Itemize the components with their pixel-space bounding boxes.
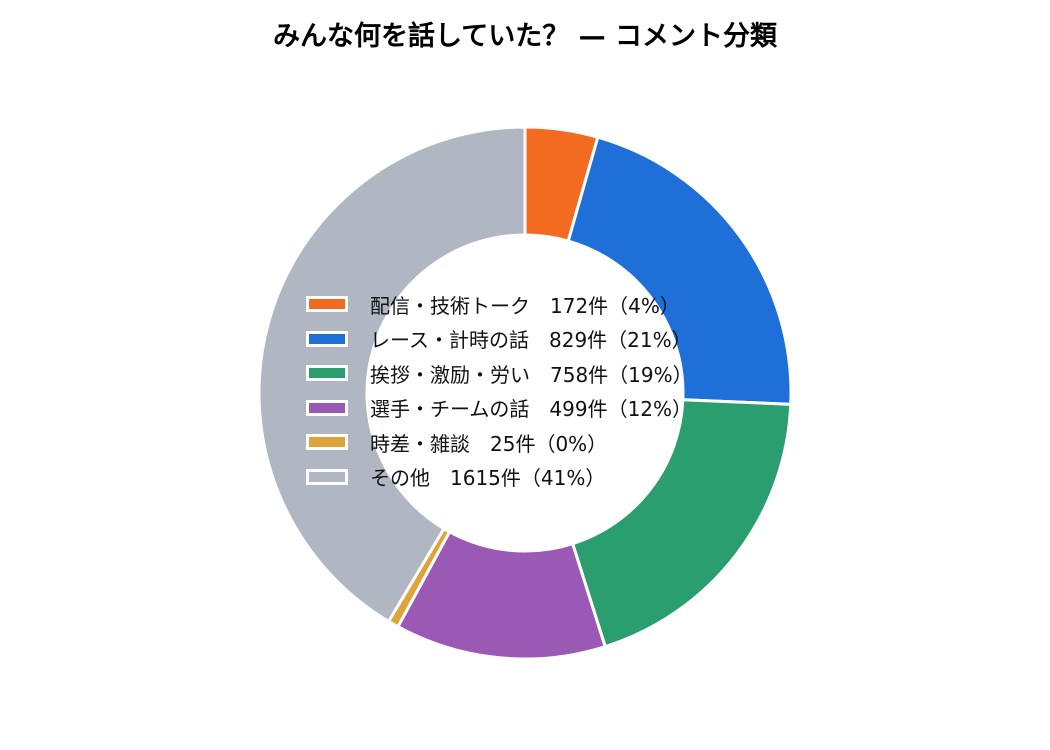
legend-label: その他 1615件（41%）: [370, 466, 606, 490]
legend-swatch: [306, 296, 348, 312]
legend-label: 挨拶・激励・労い 758件（19%）: [370, 362, 693, 387]
legend-entry: 選手・チームの話 499件（12%）: [306, 394, 692, 422]
legend-label: 配信・技術トーク 172件（4%）: [370, 293, 680, 318]
donut-slice-5: [257, 125, 527, 624]
legend-entry: 挨拶・激励・労い 758件（19%）: [306, 359, 693, 387]
donut-slice-1: [566, 135, 793, 406]
legend-label: 時差・雑談 25件（0%）: [370, 431, 608, 456]
legend-label: レース・計時の話 829件（21%）: [370, 328, 692, 352]
legend-label: 選手・チームの話 499件（12%）: [370, 397, 693, 421]
legend-entry: レース・計時の話 829件（21%）: [306, 325, 692, 353]
legend-swatch: [306, 399, 348, 416]
legend-swatch: [306, 468, 348, 485]
legend-entry: 時差・雑談 25件（0%）: [306, 428, 607, 456]
legend-entry: 配信・技術トーク 172件（4%）: [306, 290, 680, 318]
legend-swatch: [306, 330, 348, 347]
chart-title: みんな何を話していた？ — コメント分類: [273, 21, 777, 52]
legend-swatch: [306, 365, 348, 381]
legend-entry: その他 1615件（41%）: [306, 463, 605, 491]
donut-slice-2: [570, 398, 793, 649]
legend-swatch: [306, 434, 348, 450]
